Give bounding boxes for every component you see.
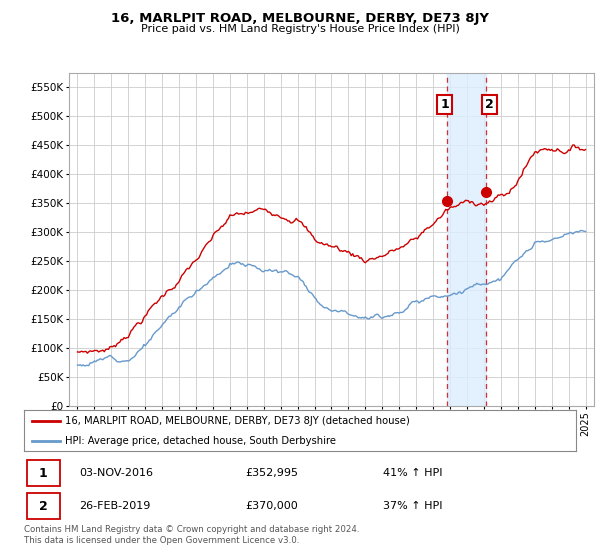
Text: 1: 1 (440, 98, 449, 111)
Text: 16, MARLPIT ROAD, MELBOURNE, DERBY, DE73 8JY: 16, MARLPIT ROAD, MELBOURNE, DERBY, DE73… (111, 12, 489, 25)
Text: £370,000: £370,000 (245, 501, 298, 511)
Text: Contains HM Land Registry data © Crown copyright and database right 2024.
This d: Contains HM Land Registry data © Crown c… (24, 525, 359, 545)
Text: 2: 2 (39, 500, 47, 513)
FancyBboxPatch shape (27, 460, 60, 487)
Bar (447, 73, 487, 406)
Text: 16, MARLPIT ROAD, MELBOURNE, DERBY, DE73 8JY (detached house): 16, MARLPIT ROAD, MELBOURNE, DERBY, DE73… (65, 416, 410, 426)
Text: 41% ↑ HPI: 41% ↑ HPI (383, 468, 442, 478)
Text: 37% ↑ HPI: 37% ↑ HPI (383, 501, 442, 511)
Text: Price paid vs. HM Land Registry's House Price Index (HPI): Price paid vs. HM Land Registry's House … (140, 24, 460, 34)
Text: 1: 1 (39, 466, 47, 480)
Text: £352,995: £352,995 (245, 468, 298, 478)
Text: 03-NOV-2016: 03-NOV-2016 (79, 468, 153, 478)
FancyBboxPatch shape (27, 493, 60, 520)
Text: 2: 2 (485, 98, 494, 111)
Text: HPI: Average price, detached house, South Derbyshire: HPI: Average price, detached house, Sout… (65, 436, 337, 446)
Text: 26-FEB-2019: 26-FEB-2019 (79, 501, 151, 511)
